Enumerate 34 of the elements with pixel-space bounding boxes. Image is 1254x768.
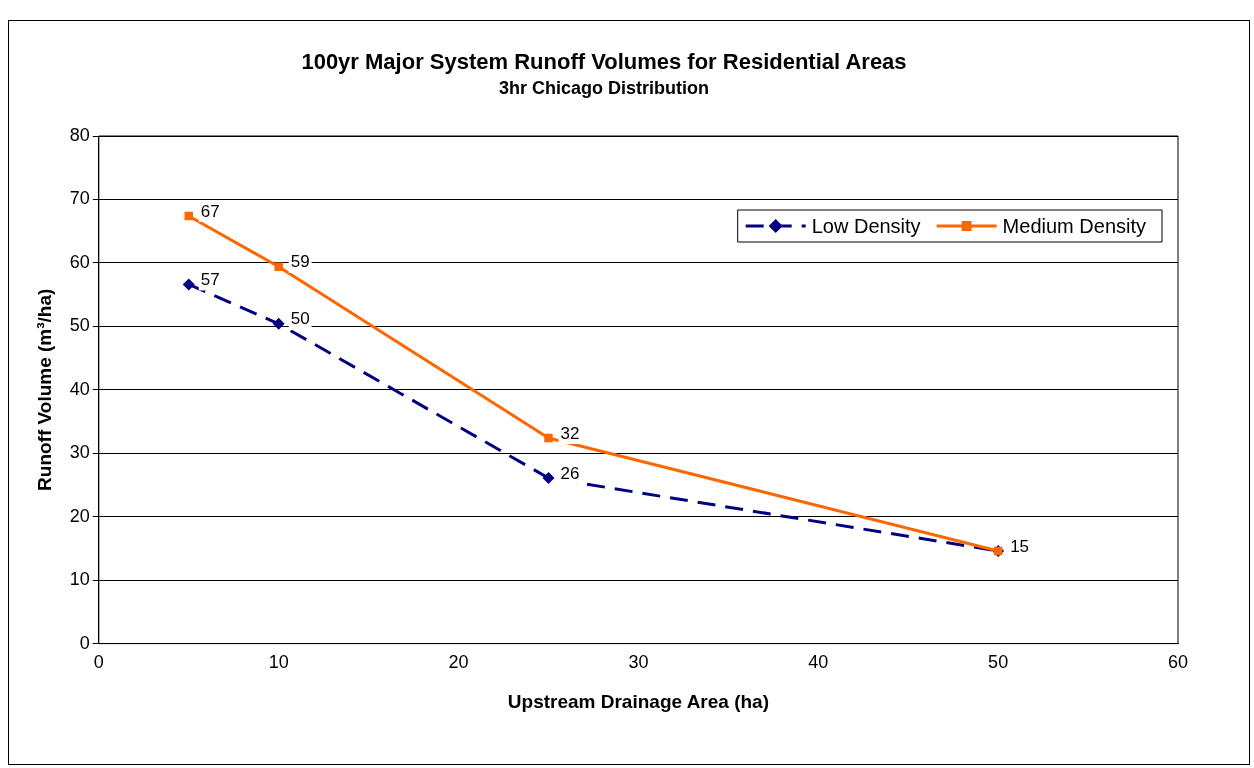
y-tick-label: 60: [69, 251, 90, 272]
y-tick-label: 0: [79, 632, 90, 653]
y-tick-label: 80: [69, 124, 90, 145]
chart-subtitle: 3hr Chicago Distribution: [498, 78, 710, 99]
data-label: 26: [560, 463, 580, 483]
x-axis-title: Upstream Drainage Area (ha): [507, 690, 769, 712]
y-axis-title: Runoff Volume (m³/ha): [33, 288, 55, 491]
x-tick-label: 20: [448, 652, 469, 673]
legend-label: Medium Density: [1002, 214, 1147, 237]
point: [544, 433, 553, 443]
x-tick-label: 0: [93, 652, 104, 673]
point: [274, 262, 283, 271]
data-label: 59: [290, 252, 310, 272]
x-tick-label: 60: [1167, 652, 1189, 673]
x-tick-label: 40: [808, 652, 829, 673]
y-tick-label: 30: [69, 442, 90, 463]
y-tick-label: 20: [69, 505, 90, 526]
data-label: 57: [200, 270, 220, 290]
y-tick-label: 40: [69, 378, 90, 399]
y-tick-label: 70: [69, 188, 90, 209]
point: [272, 317, 285, 330]
legend-label: Low Density: [811, 214, 921, 237]
y-tick-label: 50: [69, 315, 90, 336]
data-label: 67: [200, 201, 220, 221]
data-label: 50: [290, 309, 310, 329]
point: [182, 278, 195, 291]
x-tick-label: 50: [988, 652, 1009, 673]
data-label: 32: [560, 423, 580, 443]
x-tick-label: 30: [628, 652, 649, 673]
point: [542, 472, 555, 484]
x-tick-label: 10: [268, 652, 289, 673]
y-tick-label: 10: [69, 569, 90, 590]
chart-title: 100yr Major System Runoff Volumes for Residential Areas: [301, 49, 907, 75]
data-label: 15: [1010, 536, 1030, 556]
